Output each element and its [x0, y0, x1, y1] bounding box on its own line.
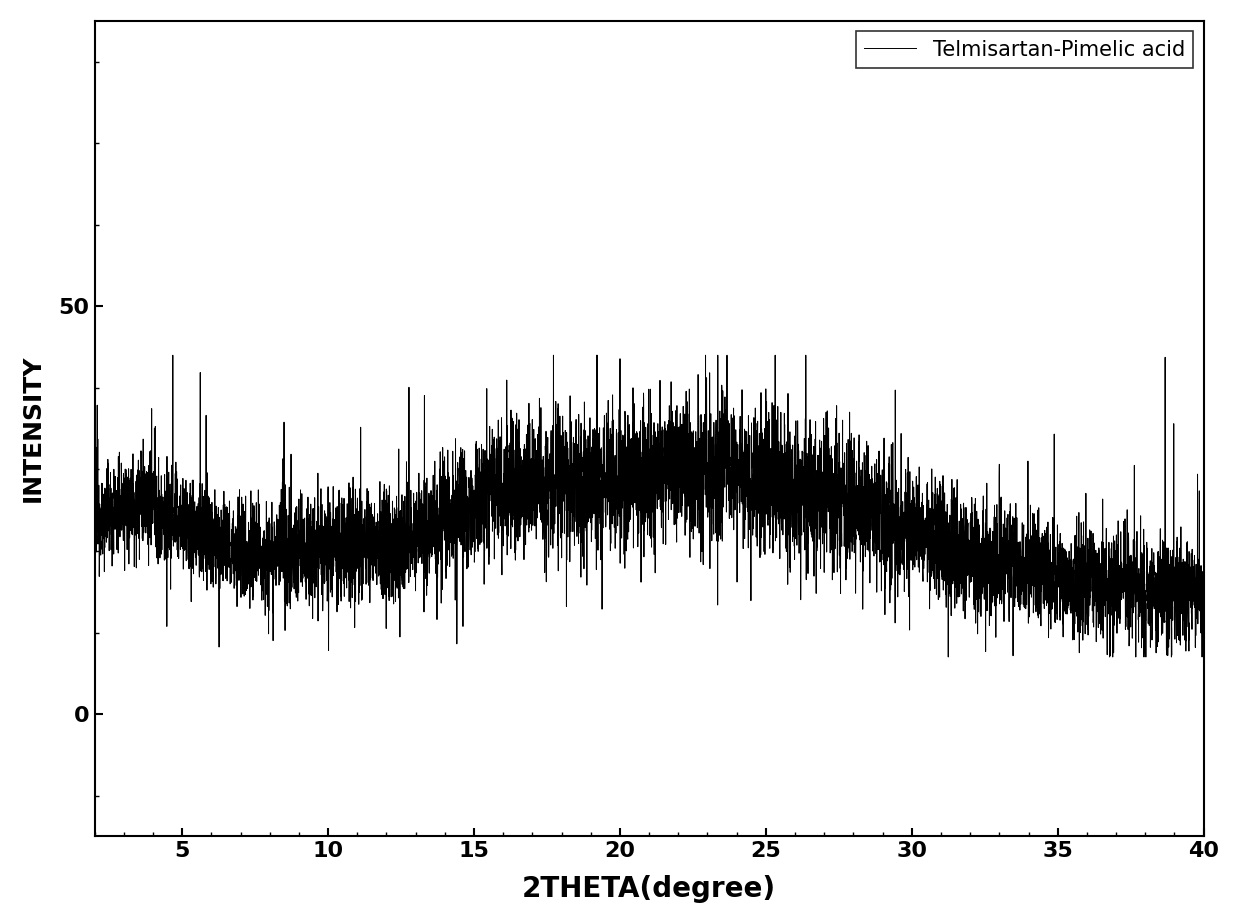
X-axis label: 2THETA(degree): 2THETA(degree)	[522, 875, 776, 903]
Telmisartan-Pimelic acid	[792, 519, 807, 530]
Telmisartan-Pimelic acid	[334, 596, 348, 607]
Telmisartan-Pimelic acid	[941, 651, 956, 663]
Telmisartan-Pimelic acid	[1197, 603, 1211, 614]
Telmisartan-Pimelic acid	[997, 528, 1012, 539]
Telmisartan-Pimelic acid	[87, 520, 102, 531]
Telmisartan-Pimelic acid	[134, 521, 149, 532]
Telmisartan-Pimelic acid	[823, 492, 838, 504]
Y-axis label: INTENSITY: INTENSITY	[21, 355, 45, 503]
Line: Telmisartan-Pimelic acid: Telmisartan-Pimelic acid	[94, 355, 1204, 657]
Legend: Telmisartan-Pimelic acid: Telmisartan-Pimelic acid	[856, 31, 1193, 68]
Telmisartan-Pimelic acid	[165, 349, 180, 360]
Telmisartan-Pimelic acid	[129, 527, 144, 538]
